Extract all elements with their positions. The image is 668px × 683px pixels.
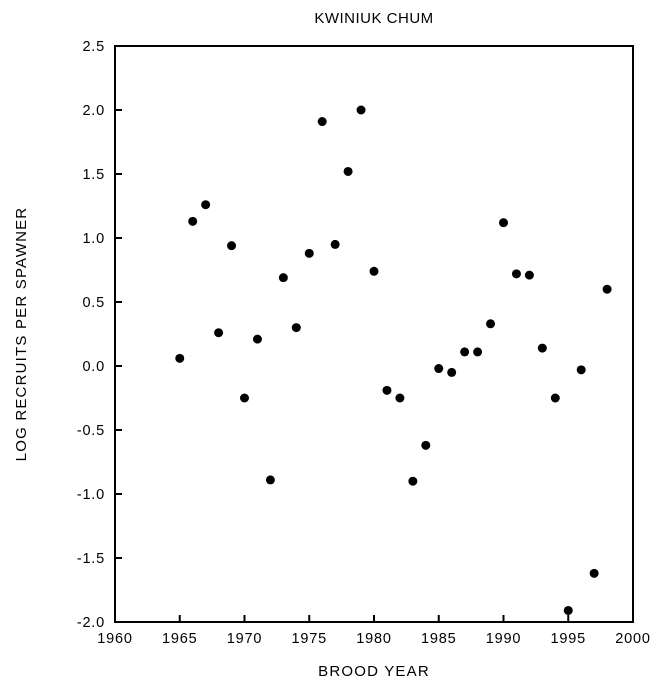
y-tick-label: 1.0	[82, 231, 105, 247]
data-point	[395, 393, 405, 403]
chart-title: KWINIUK CHUM	[314, 10, 433, 27]
data-point	[356, 105, 366, 115]
y-tick-label: -1.5	[77, 551, 105, 567]
data-point	[214, 328, 224, 338]
data-point	[499, 218, 508, 228]
data-point	[486, 319, 496, 329]
y-tick-label: 1.5	[82, 167, 105, 183]
y-tick-label: 2.5	[82, 39, 105, 55]
data-point	[317, 117, 327, 127]
x-tick-label: 1990	[486, 631, 521, 647]
x-tick-label: 1960	[97, 631, 132, 647]
data-point	[602, 284, 612, 294]
data-point	[240, 393, 249, 403]
data-point	[460, 347, 470, 357]
plot-area: 1960 1965 1970 1975 1980 1985 1990 1995 2000 -2.…	[77, 39, 650, 647]
x-tick-label: 1965	[162, 631, 197, 647]
data-point	[576, 365, 586, 375]
data-points	[175, 105, 612, 615]
x-tick-label: 2000	[615, 631, 650, 647]
x-tick-label: 1975	[292, 631, 327, 647]
data-point	[369, 266, 379, 276]
data-point	[291, 323, 301, 333]
data-point	[252, 334, 262, 344]
data-point	[343, 166, 353, 176]
data-point	[265, 475, 275, 485]
data-point	[511, 269, 521, 279]
data-point	[278, 273, 288, 283]
data-point	[447, 367, 457, 377]
x-axis-label: BROOD YEAR	[318, 663, 430, 680]
y-tick-label: -2.0	[77, 615, 105, 631]
data-point	[304, 248, 314, 258]
data-point	[563, 605, 573, 615]
data-point	[473, 347, 483, 357]
data-point	[201, 200, 211, 210]
y-tick-label: -0.5	[77, 423, 105, 439]
data-point	[434, 364, 444, 374]
data-point	[408, 476, 418, 486]
x-tick-label: 1985	[421, 631, 456, 647]
x-tick-label: 1970	[227, 631, 262, 647]
data-point	[421, 440, 431, 450]
y-tick-label: 0.0	[82, 359, 105, 375]
data-point	[188, 216, 198, 226]
data-point	[175, 353, 185, 363]
data-point	[330, 239, 340, 249]
data-point	[589, 568, 599, 578]
y-axis-ticks: -2.0 -1.5 -1.0 -0.5 0.0 0.5 1.0 1.5 2.0 2.5	[77, 39, 122, 631]
x-tick-label: 1995	[551, 631, 586, 647]
y-tick-label: -1.0	[77, 487, 105, 503]
x-axis-ticks: 1960 1965 1970 1975 1980 1985 1990 1995 2000	[97, 615, 650, 647]
data-point	[382, 385, 392, 395]
data-point	[524, 270, 534, 280]
data-point	[537, 343, 547, 353]
y-tick-label: 2.0	[82, 103, 105, 119]
data-point	[227, 241, 237, 251]
y-tick-label: 0.5	[82, 295, 105, 311]
y-axis-label: LOG RECRUITS PER SPAWNER	[13, 207, 30, 462]
plot-frame	[114, 45, 634, 623]
data-point	[550, 393, 560, 403]
x-tick-label: 1980	[356, 631, 391, 647]
